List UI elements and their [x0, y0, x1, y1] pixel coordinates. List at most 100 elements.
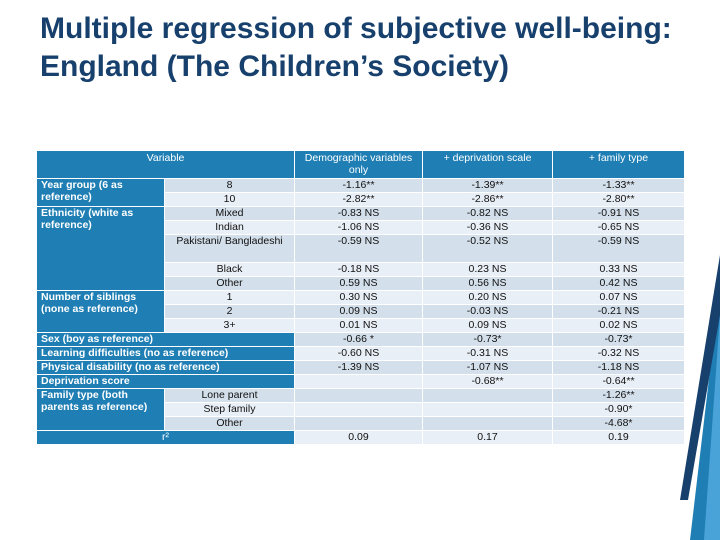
header-deprivation: + deprivation scale	[422, 150, 553, 179]
value-cell: 0.09	[294, 430, 423, 445]
value-cell: -0.31 NS	[422, 346, 553, 361]
value-cell: -2.82**	[294, 192, 423, 207]
value-cell: -0.91 NS	[552, 206, 685, 221]
value-cell	[294, 416, 423, 431]
decorative-chevron-shapes	[680, 255, 720, 540]
value-cell	[422, 402, 553, 417]
value-cell: -1.39**	[422, 178, 553, 193]
value-cell: -0.66 *	[294, 332, 423, 347]
value-cell: 0.20 NS	[422, 290, 553, 305]
sub-label: Other	[164, 416, 295, 431]
group-physical: Physical disability (no as reference)	[36, 360, 295, 375]
table-row: Ethnicity (white as reference) Mixed -0.…	[36, 206, 685, 291]
regression-table: Variable Demographic variables only + de…	[36, 150, 685, 445]
table-row: Black -0.18 NS 0.23 NS 0.33 NS	[37, 262, 685, 277]
group-siblings: Number of siblings (none as reference)	[36, 290, 165, 333]
value-cell: -0.18 NS	[294, 262, 423, 277]
r-squared-label: r²	[36, 430, 295, 445]
value-cell: 0.33 NS	[552, 262, 685, 277]
table-row: Sex (boy as reference) -0.66 * -0.73* -0…	[36, 332, 685, 347]
value-cell: -0.60 NS	[294, 346, 423, 361]
value-cell: -1.06 NS	[294, 220, 423, 235]
header-demographic: Demographic variables only	[294, 150, 423, 179]
table-row: Step family -0.90*	[37, 402, 685, 417]
value-cell: -0.21 NS	[552, 304, 685, 319]
value-cell	[294, 388, 423, 403]
value-cell: 0.59 NS	[294, 276, 423, 291]
group-sex: Sex (boy as reference)	[36, 332, 295, 347]
value-cell: -0.52 NS	[422, 234, 553, 263]
value-cell: -0.03 NS	[422, 304, 553, 319]
value-cell: 0.56 NS	[422, 276, 553, 291]
value-cell: -4.68*	[552, 416, 685, 431]
value-cell: 0.42 NS	[552, 276, 685, 291]
sub-label: 2	[164, 304, 295, 319]
sub-label: Step family	[164, 402, 295, 417]
value-cell: 0.17	[422, 430, 553, 445]
table-row: Indian -1.06 NS -0.36 NS -0.65 NS	[37, 220, 685, 235]
group-deprivation: Deprivation score	[36, 374, 295, 389]
table-row-r-squared: r² 0.09 0.17 0.19	[36, 430, 685, 445]
value-cell: -0.65 NS	[552, 220, 685, 235]
sub-label: Other	[164, 276, 295, 291]
group-year: Year group (6 as reference)	[36, 178, 165, 207]
value-cell	[294, 402, 423, 417]
value-cell: -2.86**	[422, 192, 553, 207]
sub-label: Lone parent	[164, 388, 295, 403]
table-row: Number of siblings (none as reference) 1…	[36, 290, 685, 333]
value-cell: -0.64**	[552, 374, 685, 389]
table-header-row: Variable Demographic variables only + de…	[36, 150, 685, 179]
slide-title: Multiple regression of subjective well-b…	[40, 12, 672, 83]
value-cell: -1.18 NS	[552, 360, 685, 375]
sub-label: Indian	[164, 220, 295, 235]
value-cell: -0.68**	[422, 374, 553, 389]
table-row: Learning difficulties (no as reference) …	[36, 346, 685, 361]
value-cell: -0.59 NS	[294, 234, 423, 263]
sub-label: 10	[164, 192, 295, 207]
group-learning: Learning difficulties (no as reference)	[36, 346, 295, 361]
header-family-type: + family type	[552, 150, 685, 179]
value-cell: -0.59 NS	[552, 234, 685, 263]
value-cell: -0.90*	[552, 402, 685, 417]
table-row: Deprivation score -0.68** -0.64**	[36, 374, 685, 389]
value-cell: -1.07 NS	[422, 360, 553, 375]
value-cell: -0.83 NS	[294, 206, 423, 221]
sub-label: Mixed	[164, 206, 295, 221]
table-row: Physical disability (no as reference) -1…	[36, 360, 685, 375]
value-cell	[422, 416, 553, 431]
value-cell: 0.09 NS	[294, 304, 423, 319]
value-cell: 0.01 NS	[294, 318, 423, 333]
value-cell: -0.36 NS	[422, 220, 553, 235]
table-row: Year group (6 as reference) 8 -1.16** -1…	[36, 178, 685, 207]
value-cell: 0.09 NS	[422, 318, 553, 333]
value-cell: -1.26**	[552, 388, 685, 403]
sub-label: 8	[164, 178, 295, 193]
sub-label: Black	[164, 262, 295, 277]
value-cell: -1.39 NS	[294, 360, 423, 375]
value-cell: -0.82 NS	[422, 206, 553, 221]
group-ethnicity: Ethnicity (white as reference)	[36, 206, 165, 291]
value-cell: -0.32 NS	[552, 346, 685, 361]
value-cell	[422, 388, 553, 403]
value-cell: -1.16**	[294, 178, 423, 193]
chevron-shape-light	[704, 315, 720, 540]
sub-label: Pakistani/ Bangladeshi	[164, 234, 295, 263]
sub-label: 1	[164, 290, 295, 305]
table-row: Pakistani/ Bangladeshi -0.59 NS -0.52 NS…	[37, 234, 685, 263]
value-cell	[294, 374, 423, 389]
value-cell: 0.23 NS	[422, 262, 553, 277]
value-cell: -1.33**	[552, 178, 685, 193]
value-cell: -0.73*	[422, 332, 553, 347]
table-row: 3+ 0.01 NS 0.09 NS 0.02 NS	[37, 318, 685, 333]
value-cell: 0.19	[552, 430, 685, 445]
value-cell: -0.73*	[552, 332, 685, 347]
value-cell: -2.80**	[552, 192, 685, 207]
group-family: Family type (both parents as reference)	[36, 388, 165, 431]
chevron-shape-dark	[680, 255, 720, 500]
header-variable: Variable	[36, 150, 295, 179]
value-cell: 0.02 NS	[552, 318, 685, 333]
value-cell: 0.30 NS	[294, 290, 423, 305]
table-row: Family type (both parents as reference) …	[36, 388, 685, 431]
sub-label: 3+	[164, 318, 295, 333]
value-cell: 0.07 NS	[552, 290, 685, 305]
